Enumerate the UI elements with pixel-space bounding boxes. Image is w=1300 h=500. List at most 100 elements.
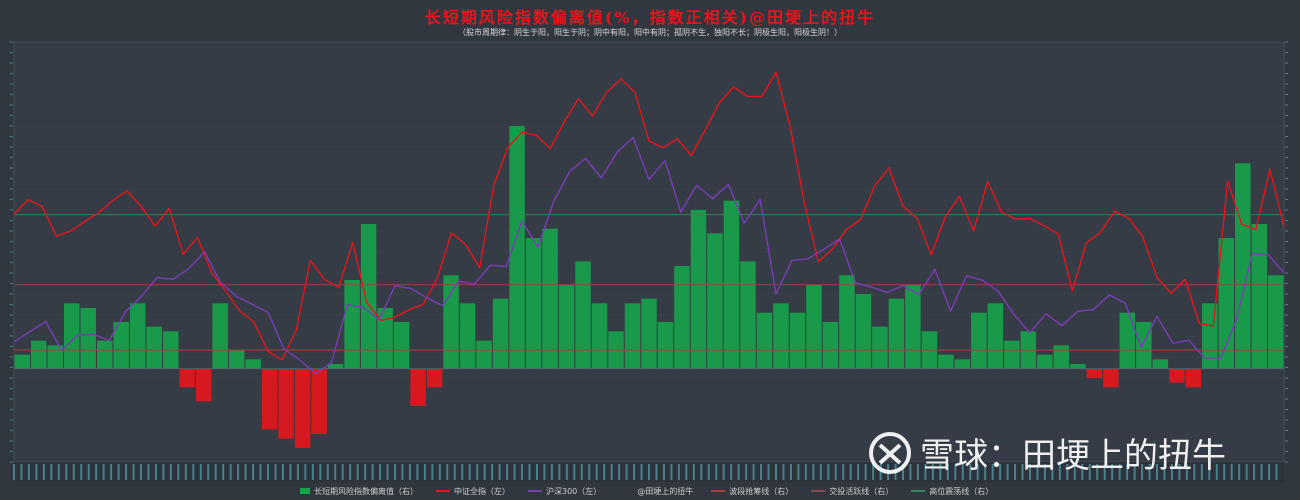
legend-item-band-buy: 波段抢筹线（右） <box>711 486 793 497</box>
legend-label-hs300: 沪深300（左） <box>546 486 602 496</box>
legend-label-active: 交投活跃线（右） <box>829 486 894 496</box>
deviation-bar <box>806 284 822 369</box>
deviation-bar <box>987 303 1004 369</box>
hs300-line <box>13 136 1285 375</box>
legend-item-high: 高位震荡线（右） <box>911 486 993 497</box>
legend-swatch-csi <box>436 490 450 492</box>
watermark-text: 雪球：田埂上的扭牛 <box>920 436 1226 476</box>
deviation-bar <box>1119 312 1136 369</box>
deviation-bar <box>63 303 80 369</box>
deviation-bar <box>294 368 311 448</box>
deviation-bar <box>426 368 443 388</box>
legend-label-band-buy: 波段抢筹线（右） <box>729 486 794 496</box>
deviation-bar <box>492 298 509 369</box>
deviation-bar <box>1086 368 1103 378</box>
deviation-bar <box>393 322 410 369</box>
deviation-bar <box>558 284 575 369</box>
deviation-bar <box>624 303 641 369</box>
deviation-bar <box>773 303 789 369</box>
legend-swatch-hs300 <box>528 490 542 492</box>
legend-item-csi: 中证全指（左） <box>436 486 510 497</box>
deviation-bar <box>954 359 971 369</box>
deviation-bar <box>146 326 162 369</box>
deviation-bar <box>542 228 558 369</box>
deviation-bar <box>195 368 212 402</box>
deviation-bar <box>311 368 327 434</box>
deviation-bar <box>14 354 30 369</box>
deviation-bar <box>1268 275 1284 369</box>
deviation-bar <box>476 340 492 369</box>
deviation-bar <box>839 275 855 369</box>
deviation-bar <box>674 266 690 369</box>
deviation-bar <box>179 368 195 388</box>
deviation-bar <box>443 275 459 369</box>
legend-label-csi: 中证全指（左） <box>454 486 510 496</box>
deviation-bar <box>113 322 129 369</box>
deviation-bar <box>1053 345 1070 369</box>
deviation-bar <box>575 261 591 369</box>
deviation-bar <box>822 322 839 369</box>
deviation-bar <box>591 303 608 369</box>
deviation-bar <box>1152 359 1169 369</box>
deviation-bar <box>129 303 146 369</box>
legend-label-author: @田埂上的扭牛 <box>637 486 694 496</box>
legend-item-author: @田埂上的扭牛 <box>619 486 693 497</box>
deviation-bar <box>245 359 261 369</box>
deviation-bar <box>657 322 674 369</box>
deviation-bar <box>938 354 954 369</box>
deviation-bar <box>789 312 806 369</box>
deviation-bar <box>377 308 393 369</box>
deviation-bar <box>1070 364 1086 369</box>
deviation-bar <box>509 126 525 369</box>
legend-swatch-active <box>811 490 826 492</box>
chart-subtitle: （股市周期律：阴生于阳，阳生于阴；阴中有阳，阳中有阴；孤阴不生，独阳不长；阴极生… <box>458 28 842 37</box>
deviation-bar <box>641 298 657 369</box>
deviation-bar <box>1103 368 1119 388</box>
deviation-bar <box>690 210 707 369</box>
deviation-bar <box>344 280 360 369</box>
deviation-bar <box>80 308 96 369</box>
deviation-bar <box>1185 368 1202 388</box>
deviation-bar <box>905 284 921 369</box>
deviation-bar <box>1169 368 1185 383</box>
deviation-bar <box>47 345 63 369</box>
deviation-bar <box>327 364 344 369</box>
deviation-bar <box>1251 224 1268 369</box>
chart-title: 长短期风险指数偏离值(%，指数正相关)@田埂上的扭牛 <box>424 8 876 27</box>
legend-swatch-author <box>619 490 634 492</box>
legend-swatch-band-buy <box>711 490 726 492</box>
deviation-bar <box>228 350 245 369</box>
deviation-bar <box>971 312 987 369</box>
deviation-bar <box>1235 163 1251 369</box>
deviation-bar <box>278 368 294 439</box>
legend-label-high: 高位震荡线（右） <box>929 486 994 496</box>
deviation-bar <box>410 368 426 406</box>
deviation-bar <box>1136 322 1152 369</box>
legend-item-hs300: 沪深300（左） <box>528 486 601 497</box>
legend-label-bars: 长短期风险指数偏离值（右） <box>314 486 418 496</box>
deviation-bar <box>212 303 228 369</box>
snowball-logo-icon <box>869 431 911 474</box>
deviation-bar <box>261 368 278 430</box>
legend-swatch-bars <box>300 488 310 494</box>
deviation-bar <box>1004 340 1020 369</box>
deviation-bar <box>1218 238 1235 369</box>
deviation-bar <box>756 312 773 369</box>
legend-item-bars: 长短期风险指数偏离值（右） <box>300 486 418 497</box>
deviation-bar <box>888 298 905 369</box>
legend-item-active: 交投活跃线（右） <box>811 486 893 497</box>
deviation-bar <box>740 261 756 369</box>
deviation-bar <box>1037 354 1053 369</box>
legend: 长短期风险指数偏离值（右） 中证全指（左） 沪深300（左） @田埂上的扭牛 波… <box>300 485 993 497</box>
deviation-bar <box>707 233 723 369</box>
deviation-bar <box>855 294 872 369</box>
legend-swatch-high <box>911 490 926 492</box>
deviation-bar <box>525 238 542 369</box>
deviation-bar <box>360 224 377 369</box>
deviation-bar <box>872 326 888 369</box>
deviation-bar <box>459 303 476 369</box>
deviation-bar <box>96 340 113 369</box>
watermark: 雪球：田埂上的扭牛 <box>868 428 1226 477</box>
deviation-bar <box>30 340 47 369</box>
